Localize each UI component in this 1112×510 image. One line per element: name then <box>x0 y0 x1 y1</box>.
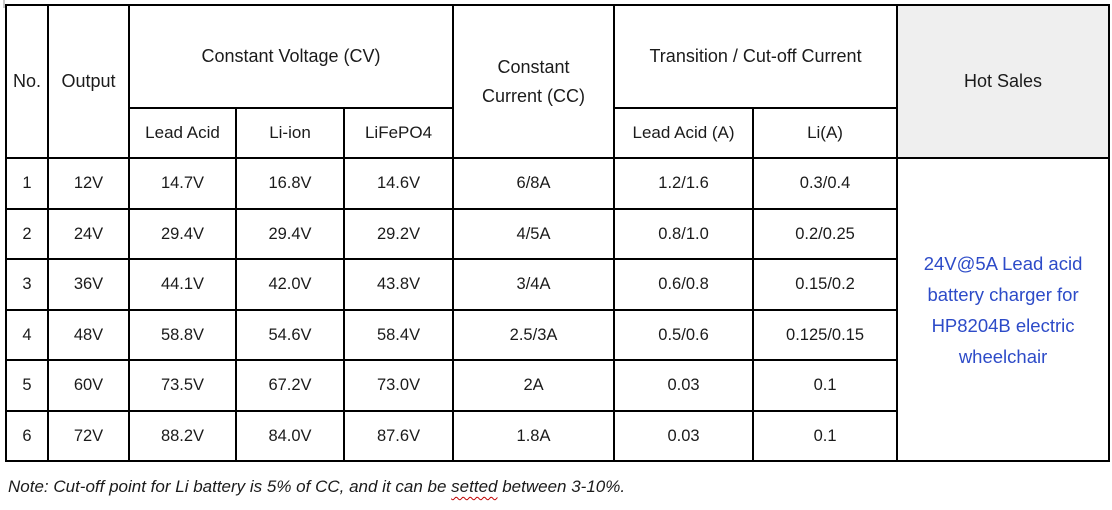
cell-cut-li: 0.1 <box>752 359 899 412</box>
table-row: 2 24V 29.4V 29.4V 29.2V 4/5A 0.8/1.0 0.2… <box>5 208 1109 260</box>
table-row: 4 48V 58.8V 54.6V 58.4V 2.5/3A 0.5/0.6 0… <box>5 309 1109 361</box>
cell-cc: 2.5/3A <box>452 309 616 361</box>
cell-cv-lead-acid: 88.2V <box>128 410 237 462</box>
cell-output: 72V <box>47 410 130 462</box>
subheader-cv-lead-acid: Lead Acid <box>128 107 237 159</box>
table-row: 3 36V 44.1V 42.0V 43.8V 3/4A 0.6/0.8 0.1… <box>5 258 1109 311</box>
cell-output: 12V <box>47 157 130 210</box>
subheader-cv-li-ion: Li-ion <box>235 107 345 159</box>
cell-cut-lead-acid: 0.03 <box>613 359 755 412</box>
cell-cv-lead-acid: 44.1V <box>128 258 237 311</box>
cell-cv-li-ion: 42.0V <box>235 258 345 311</box>
cell-cut-lead-acid: 0.6/0.8 <box>613 258 755 311</box>
subheader-cv-lifepo4: LiFePO4 <box>342 107 455 159</box>
table-row: 5 60V 73.5V 67.2V 73.0V 2A 0.03 0.1 <box>5 359 1109 412</box>
cell-cut-li: 0.125/0.15 <box>752 309 899 361</box>
cell-no: 6 <box>5 410 49 462</box>
cell-cut-li: 0.3/0.4 <box>752 157 899 210</box>
cell-cut-lead-acid: 0.5/0.6 <box>613 309 755 361</box>
cell-no: 5 <box>5 359 49 412</box>
cell-cv-lead-acid: 58.8V <box>128 309 237 361</box>
header-no: No. <box>5 4 49 159</box>
table-row: 6 72V 88.2V 84.0V 87.6V 1.8A 0.03 0.1 <box>5 410 1109 462</box>
cell-no: 4 <box>5 309 49 361</box>
cell-output: 60V <box>47 359 130 412</box>
cell-cc: 2A <box>452 359 616 412</box>
footnote-text: Note: Cut-off point for Li battery is 5%… <box>8 477 452 496</box>
header-hot-sales: Hot Sales <box>896 4 1111 159</box>
header-constant-current-label: Constant Current (CC) <box>482 56 586 106</box>
header-transition-cutoff: Transition / Cut-off Current <box>613 4 899 109</box>
cell-cv-lead-acid: 14.7V <box>128 157 237 210</box>
cell-no: 3 <box>5 258 49 311</box>
cell-cv-lifepo4: 14.6V <box>342 157 455 210</box>
cell-cv-li-ion: 16.8V <box>235 157 345 210</box>
cell-cc: 4/5A <box>452 208 616 260</box>
header-output: Output <box>47 4 130 159</box>
cell-cut-li: 0.15/0.2 <box>752 258 899 311</box>
cell-cc: 6/8A <box>452 157 616 210</box>
cell-output: 24V <box>47 208 130 260</box>
cell-cv-li-ion: 54.6V <box>235 309 345 361</box>
cell-cv-li-ion: 29.4V <box>235 208 345 260</box>
header-constant-current: Constant Current (CC) <box>452 4 616 159</box>
footnote-text-end: between 3-10%. <box>497 477 626 496</box>
subheader-cutoff-lead-acid: Lead Acid (A) <box>613 107 755 159</box>
footnote-misspelled-word: setted <box>451 477 498 496</box>
cell-cut-li: 0.1 <box>752 410 899 462</box>
cell-output: 48V <box>47 309 130 361</box>
cell-cut-lead-acid: 0.03 <box>613 410 755 462</box>
cell-cc: 1.8A <box>452 410 616 462</box>
cell-cut-li: 0.2/0.25 <box>752 208 899 260</box>
cell-cv-lifepo4: 43.8V <box>342 258 455 311</box>
cell-cut-lead-acid: 0.8/1.0 <box>613 208 755 260</box>
cell-cv-lifepo4: 87.6V <box>342 410 455 462</box>
cell-cv-lifepo4: 29.2V <box>342 208 455 260</box>
cell-cv-lifepo4: 58.4V <box>342 309 455 361</box>
cell-no: 1 <box>5 157 49 210</box>
cell-no: 2 <box>5 208 49 260</box>
cell-cv-lifepo4: 73.0V <box>342 359 455 412</box>
hot-sales-description: 24V@5A Lead acid battery charger for HP8… <box>896 157 1111 462</box>
cell-cv-lead-acid: 73.5V <box>128 359 237 412</box>
cell-output: 36V <box>47 258 130 311</box>
cell-cv-lead-acid: 29.4V <box>128 208 237 260</box>
cell-cv-li-ion: 67.2V <box>235 359 345 412</box>
cell-cc: 3/4A <box>452 258 616 311</box>
footnote: Note: Cut-off point for Li battery is 5%… <box>8 477 625 497</box>
cell-cv-li-ion: 84.0V <box>235 410 345 462</box>
table-row: 1 12V 14.7V 16.8V 14.6V 6/8A 1.2/1.6 0.3… <box>5 157 1111 462</box>
cell-cut-lead-acid: 1.2/1.6 <box>613 157 755 210</box>
header-constant-voltage: Constant Voltage (CV) <box>127 4 455 109</box>
battery-charger-spec-table: No. Output Constant Voltage (CV) Constan… <box>5 4 1111 462</box>
subheader-cutoff-li: Li(A) <box>752 107 899 159</box>
crop-artifact-mark <box>3 0 5 8</box>
